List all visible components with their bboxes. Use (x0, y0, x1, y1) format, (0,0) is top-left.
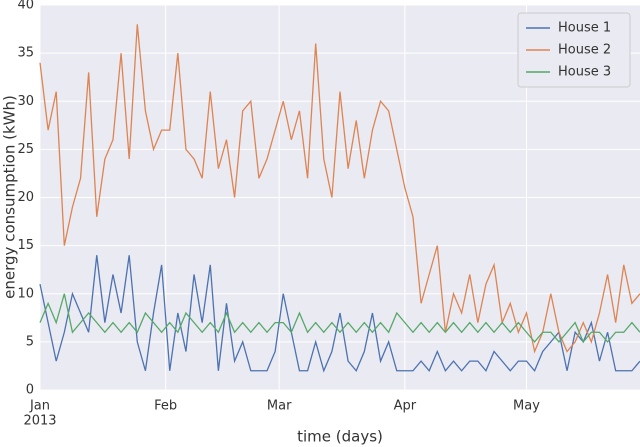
y-tick-label: 30 (17, 94, 34, 109)
legend-label: House 2 (558, 43, 611, 58)
y-tick-label: 10 (17, 286, 34, 301)
legend-label: House 3 (558, 65, 611, 80)
y-tick-label: 25 (17, 142, 34, 157)
x-axis-label: time (days) (297, 428, 383, 446)
year-label: 2013 (23, 414, 56, 429)
legend-label: House 1 (558, 21, 611, 36)
x-tick-label: Mar (267, 399, 292, 414)
y-tick-label: 35 (17, 46, 34, 61)
y-tick-label: 0 (26, 383, 34, 398)
x-tick-label: Feb (154, 399, 177, 414)
y-tick-label: 15 (17, 238, 34, 253)
y-axis-label: energy consumption (kWh) (1, 95, 19, 299)
x-tick-label: Jan (29, 399, 50, 414)
x-tick-label: May (513, 399, 540, 414)
y-tick-label: 20 (17, 190, 34, 205)
y-tick-label: 5 (26, 334, 34, 349)
series-line (39, 24, 640, 354)
series-line (39, 293, 640, 344)
y-tick-label: 40 (17, 0, 34, 13)
x-tick-label: Apr (394, 399, 417, 414)
legend-box (517, 12, 631, 88)
series-line (39, 255, 640, 373)
